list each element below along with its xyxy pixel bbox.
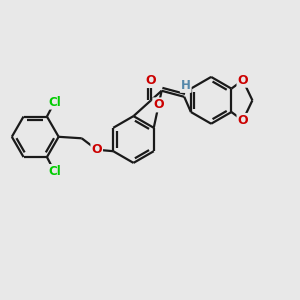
- Text: O: O: [238, 114, 248, 127]
- Text: O: O: [92, 143, 102, 156]
- Text: Cl: Cl: [48, 165, 61, 178]
- Text: O: O: [146, 74, 156, 87]
- Text: Cl: Cl: [48, 96, 61, 109]
- Text: H: H: [181, 79, 191, 92]
- Text: O: O: [238, 74, 248, 87]
- Text: O: O: [153, 98, 164, 111]
